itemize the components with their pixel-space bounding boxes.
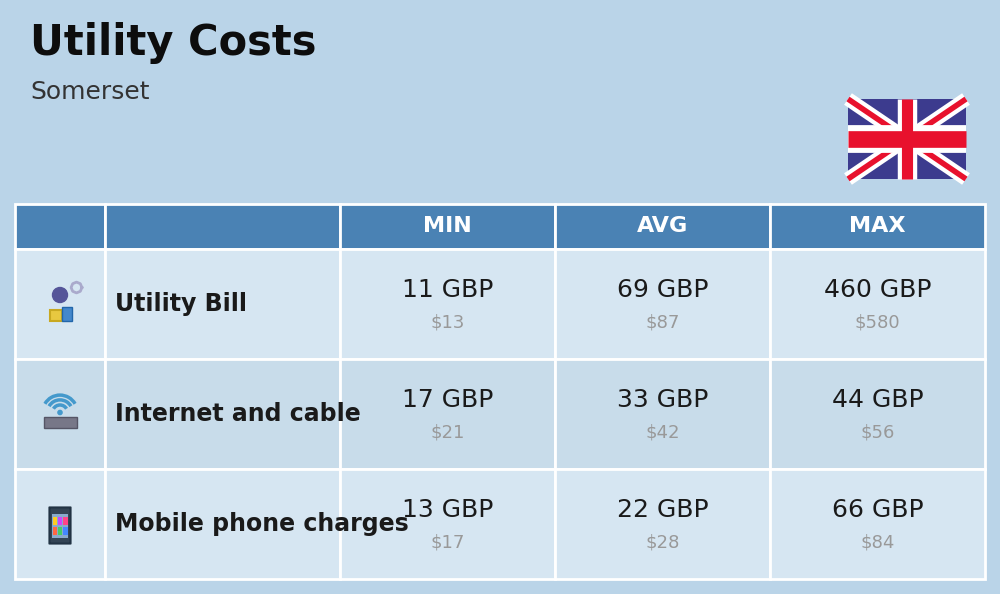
Bar — [15, 249, 105, 359]
Circle shape — [58, 410, 62, 415]
Text: $17: $17 — [430, 533, 465, 551]
Text: 11 GBP: 11 GBP — [402, 278, 493, 302]
Bar — [848, 99, 966, 179]
Text: AVG: AVG — [637, 216, 688, 236]
Bar — [63, 517, 68, 525]
Bar — [340, 249, 555, 359]
Text: Utility Bill: Utility Bill — [115, 292, 247, 316]
Bar — [105, 249, 340, 359]
Bar — [15, 469, 105, 579]
Bar — [58, 527, 62, 535]
Text: Mobile phone charges: Mobile phone charges — [115, 512, 409, 536]
Text: $28: $28 — [645, 533, 680, 551]
Bar — [15, 204, 105, 249]
Text: 69 GBP: 69 GBP — [617, 278, 708, 302]
Bar — [340, 359, 555, 469]
Bar — [58, 517, 62, 525]
Text: $42: $42 — [645, 423, 680, 441]
Text: 460 GBP: 460 GBP — [824, 278, 931, 302]
Bar — [44, 417, 76, 428]
Bar — [52, 513, 68, 538]
Text: Somerset: Somerset — [30, 80, 150, 104]
Bar — [105, 359, 340, 469]
Bar — [770, 249, 985, 359]
Bar — [340, 204, 555, 249]
Bar — [50, 310, 62, 321]
Bar — [555, 249, 770, 359]
Text: MIN: MIN — [423, 216, 472, 236]
Text: Utility Costs: Utility Costs — [30, 22, 316, 64]
Bar — [555, 359, 770, 469]
Text: $580: $580 — [855, 313, 900, 331]
Bar — [555, 204, 770, 249]
Bar — [770, 204, 985, 249]
Bar — [52, 527, 57, 535]
Text: Internet and cable: Internet and cable — [115, 402, 361, 426]
Circle shape — [52, 287, 68, 302]
Text: $87: $87 — [645, 313, 680, 331]
Text: $13: $13 — [430, 313, 465, 331]
Text: $21: $21 — [430, 423, 465, 441]
Text: 44 GBP: 44 GBP — [832, 388, 923, 412]
Bar — [340, 469, 555, 579]
Text: $84: $84 — [860, 533, 895, 551]
Bar — [770, 469, 985, 579]
Bar — [770, 359, 985, 469]
Bar — [105, 469, 340, 579]
Text: 33 GBP: 33 GBP — [617, 388, 708, 412]
FancyBboxPatch shape — [49, 507, 71, 544]
Bar — [555, 469, 770, 579]
Bar — [52, 517, 57, 525]
Text: MAX: MAX — [849, 216, 906, 236]
Bar — [15, 359, 105, 469]
Bar — [62, 307, 72, 321]
Text: $56: $56 — [860, 423, 895, 441]
Text: 66 GBP: 66 GBP — [832, 498, 923, 522]
Bar — [63, 527, 68, 535]
Text: 13 GBP: 13 GBP — [402, 498, 493, 522]
Text: 17 GBP: 17 GBP — [402, 388, 493, 412]
Text: 22 GBP: 22 GBP — [617, 498, 708, 522]
Bar — [105, 204, 340, 249]
